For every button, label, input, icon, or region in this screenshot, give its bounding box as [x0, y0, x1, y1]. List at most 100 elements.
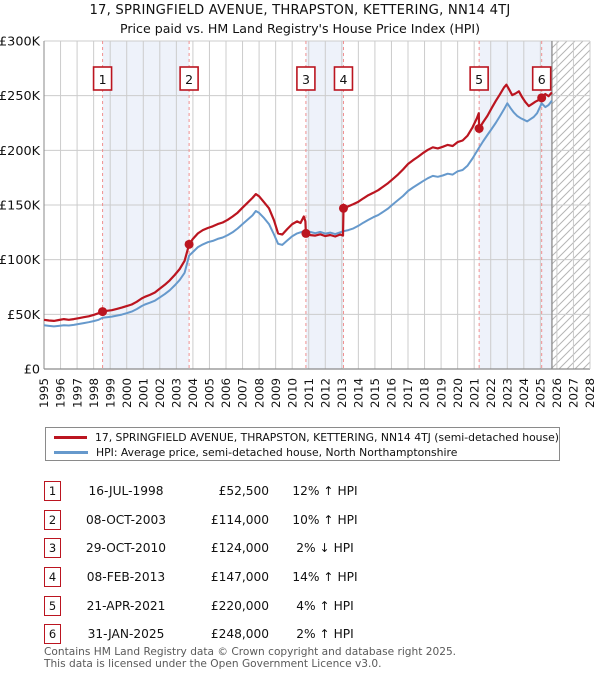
sale-marker-box-2: [179, 66, 199, 91]
license-footer-line1: Contains HM Land Registry data © Crown c…: [44, 646, 457, 658]
y-tick-label: £150K: [0, 199, 41, 214]
price-history-chart: 1 2 3 4 5 6 £0 £50K £100K £150K £200K £250K £300K 199…: [0, 35, 597, 409]
sale-row-6: 6 31-JAN-2025 £248,000 2% ↑ HPI: [44, 620, 424, 649]
sale-price: £220,000: [210, 598, 269, 613]
x-tick-label: 2001: [136, 378, 150, 408]
sale-price: £114,000: [210, 512, 269, 527]
y-tick-label: £200K: [0, 144, 41, 159]
sale-marker-num-5: 5: [475, 72, 483, 87]
sale-marker-num-1: 1: [99, 72, 107, 87]
x-tick-label: 2022: [484, 378, 498, 408]
sale-hpi-delta: 12% ↑ HPI: [292, 484, 358, 499]
x-tick-label: 2015: [368, 378, 382, 408]
x-tick-label: 2027: [567, 378, 581, 408]
sale-point-2: [184, 239, 194, 249]
sale-number-box: 1: [44, 481, 61, 502]
sale-marker-num-6: 6: [538, 72, 546, 87]
sale-row-1: 1 16-JUL-1998 £52,500 12% ↑ HPI: [44, 477, 424, 506]
sale-hpi-delta: 10% ↑ HPI: [292, 512, 358, 527]
sale-point-6: [537, 93, 547, 103]
x-tick-label: 2005: [203, 378, 217, 408]
sale-row-4: 4 08-FEB-2013 £147,000 14% ↑ HPI: [44, 563, 424, 592]
sale-row-2: 2 08-OCT-2003 £114,000 10% ↑ HPI: [44, 506, 424, 535]
x-tick-label: 1997: [70, 378, 84, 408]
sale-date: 08-OCT-2003: [85, 512, 167, 527]
sale-price: £52,500: [218, 484, 269, 499]
sale-date: 21-APR-2021: [86, 598, 166, 613]
x-tick-label: 2014: [352, 378, 366, 408]
sale-price: £124,000: [210, 541, 269, 556]
x-tick-label: 2009: [269, 378, 283, 408]
legend-item-price-paid: 17, SPRINGFIELD AVENUE, THRAPSTON, KETTE…: [54, 430, 559, 445]
x-tick-label: 2000: [120, 378, 134, 408]
x-tick-label: 2020: [451, 378, 465, 408]
x-tick-label: 2002: [153, 378, 167, 408]
x-tick-label: 2016: [385, 378, 399, 408]
sale-hpi-delta: 14% ↑ HPI: [292, 570, 358, 585]
x-tick-label: 2024: [517, 378, 531, 408]
x-tick-label: 2007: [236, 378, 250, 408]
x-tick-label: 2013: [335, 378, 349, 408]
x-tick-label: 2010: [285, 378, 299, 408]
x-tick-label: 2004: [186, 378, 200, 408]
sale-marker-num-4: 4: [339, 72, 347, 87]
x-tick-label: 1995: [37, 378, 51, 408]
sale-marker-num-3: 3: [302, 72, 310, 87]
x-tick-label: 2018: [418, 378, 432, 408]
y-tick-label: £0: [24, 363, 40, 378]
sale-hpi-delta: 2% ↓ HPI: [296, 541, 354, 556]
x-tick-label: 2026: [550, 378, 564, 408]
x-tick-label: 2017: [401, 378, 415, 408]
y-tick-label: £100K: [0, 253, 41, 268]
sale-number-box: 6: [44, 624, 61, 645]
sale-point-1: [98, 307, 108, 317]
sale-date: 31-JAN-2025: [87, 627, 165, 642]
sale-row-5: 5 21-APR-2021 £220,000 4% ↑ HPI: [44, 591, 424, 620]
sale-price: £248,000: [210, 627, 269, 642]
x-tick-label: 2003: [170, 378, 184, 408]
x-tick-label: 2008: [252, 378, 266, 408]
price-paid-line-swatch: [54, 436, 87, 439]
sale-hpi-delta: 4% ↑ HPI: [296, 598, 354, 613]
sale-marker-box-5: [469, 66, 489, 91]
sale-number-box: 2: [44, 509, 61, 530]
sales-table: 1 16-JUL-1998 £52,500 12% ↑ HPI 2 08-OCT-2003…: [44, 477, 424, 649]
sale-point-3: [301, 228, 311, 238]
x-tick-label: 1996: [54, 378, 68, 408]
sale-row-3: 3 29-OCT-2010 £124,000 2% ↓ HPI: [44, 534, 424, 563]
license-footer: Contains HM Land Registry data © Crown c…: [44, 646, 457, 670]
sale-marker-box-4: [333, 66, 354, 91]
x-tick-label: 1999: [103, 378, 117, 408]
legend-item-hpi: HPI: Average price, semi-detached house,…: [54, 445, 559, 460]
sale-date: 08-FEB-2013: [86, 570, 166, 585]
sale-point-5: [474, 123, 484, 133]
y-tick-label: £50K: [7, 308, 40, 323]
x-tick-label: 2006: [219, 378, 233, 408]
y-tick-label: £250K: [0, 89, 41, 104]
sale-marker-box-6: [531, 66, 552, 91]
sale-date: 29-OCT-2010: [85, 541, 167, 556]
x-tick-label: 2012: [318, 378, 332, 408]
x-tick-label: 2023: [500, 378, 514, 408]
page-title: 17, SPRINGFIELD AVENUE, THRAPSTON, KETTE…: [0, 3, 600, 36]
legend-label-price-paid: 17, SPRINGFIELD AVENUE, THRAPSTON, KETTE…: [94, 431, 559, 444]
x-tick-label: 2011: [302, 378, 316, 408]
sale-number-box: 4: [44, 567, 61, 588]
page-title-line2: Price paid vs. HM Land Registry's House …: [119, 21, 481, 36]
page-title-line1: 17, SPRINGFIELD AVENUE, THRAPSTON, KETTE…: [89, 3, 511, 18]
chart-legend: 17, SPRINGFIELD AVENUE, THRAPSTON, KETTE…: [45, 427, 560, 461]
x-tick-label: 1998: [87, 378, 101, 408]
x-tick-label: 2025: [534, 378, 548, 408]
legend-label-hpi: HPI: Average price, semi-detached house,…: [96, 446, 458, 459]
y-tick-label: £300K: [0, 35, 41, 50]
sale-marker-num-2: 2: [185, 72, 193, 87]
price-paid-line: [43, 83, 553, 322]
sale-number-box: 5: [44, 595, 61, 616]
x-tick-label: 2021: [467, 378, 481, 408]
sale-marker-box-3: [296, 66, 316, 91]
sale-number-box: 3: [44, 538, 61, 559]
sale-hpi-delta: 2% ↑ HPI: [296, 627, 354, 642]
x-tick-label: 2028: [583, 378, 597, 408]
license-footer-line2: This data is licensed under the Open Gov…: [44, 657, 382, 670]
